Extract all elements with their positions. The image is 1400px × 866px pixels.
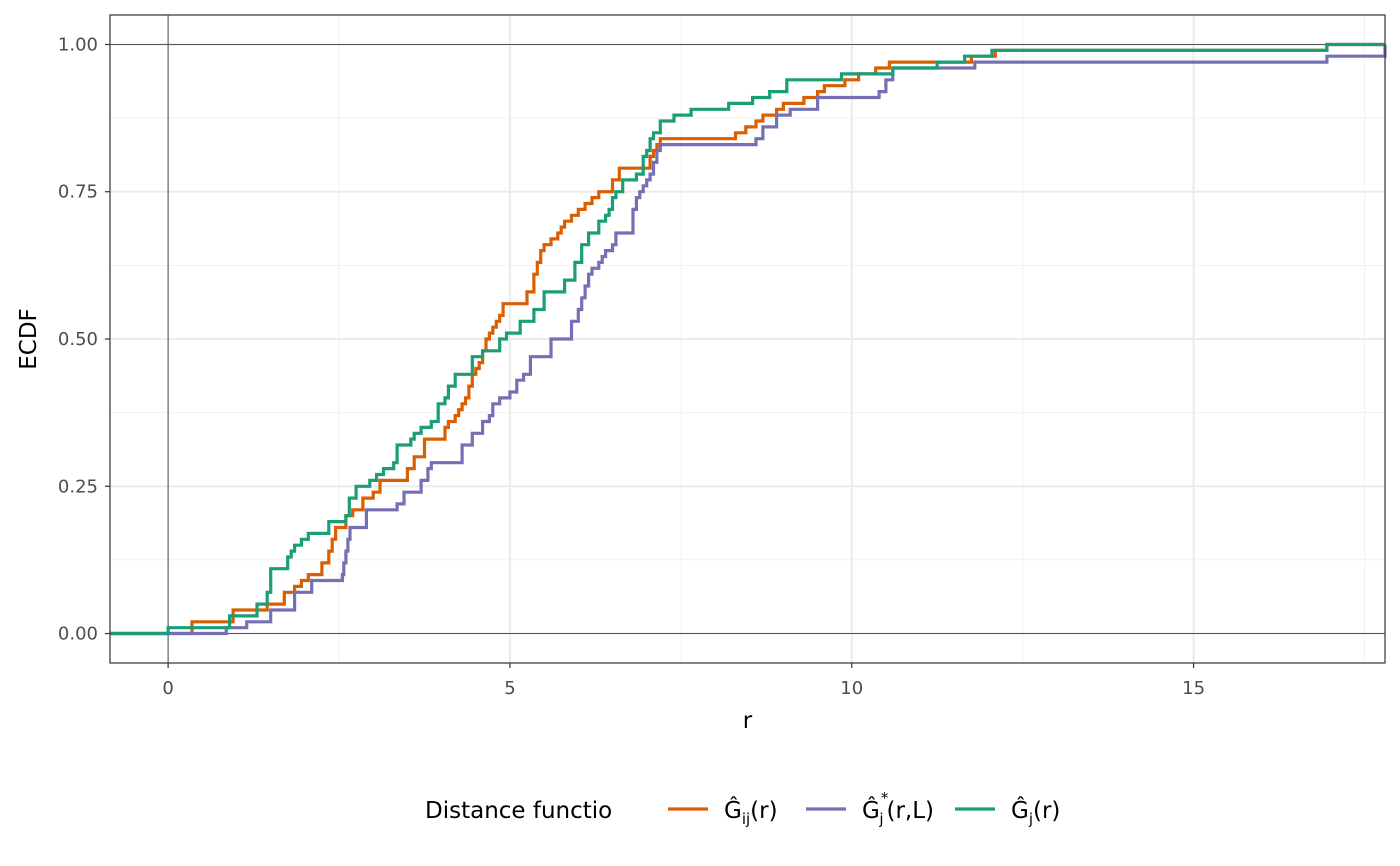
x-axis: 0 5 10 15 xyxy=(162,663,1205,699)
reference-lines xyxy=(110,15,1385,663)
grid xyxy=(110,15,1385,663)
y-axis-title: ECDF xyxy=(16,308,42,370)
legend-label-3: Ĝj(r) xyxy=(1011,796,1060,828)
legend: Distance functio Ĝij(r) Ĝ* j (r,L) Ĝj(r) xyxy=(425,789,1060,828)
x-tick-label: 5 xyxy=(504,678,515,699)
y-tick-label: 0.50 xyxy=(58,329,98,350)
x-tick-label: 10 xyxy=(840,678,863,699)
y-tick-label: 0.00 xyxy=(58,624,98,645)
y-axis: 0.00 0.25 0.50 0.75 1.00 xyxy=(58,34,110,645)
series-line-2 xyxy=(110,44,1387,636)
y-tick-label: 1.00 xyxy=(58,34,98,55)
y-tick-label: 0.75 xyxy=(58,182,98,203)
series-lines xyxy=(110,42,1387,636)
x-tick-label: 0 xyxy=(162,678,173,699)
series-line-3 xyxy=(110,42,1385,636)
x-tick-label: 15 xyxy=(1182,678,1205,699)
legend-title: Distance functio xyxy=(425,798,612,824)
x-axis-title: r xyxy=(743,708,753,734)
y-tick-label: 0.25 xyxy=(58,476,98,497)
legend-label-2: Ĝ* j (r,L) xyxy=(862,789,934,828)
legend-label-1: Ĝij(r) xyxy=(724,796,778,828)
